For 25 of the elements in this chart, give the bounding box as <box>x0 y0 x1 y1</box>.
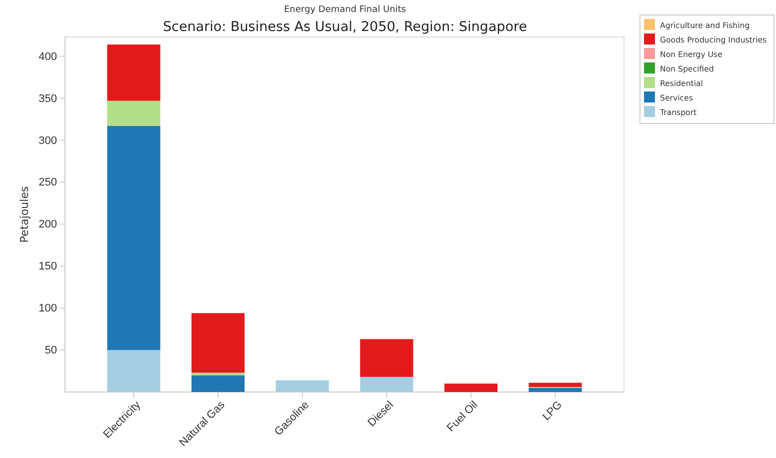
chart-subtitle: Scenario: Business As Usual, 2050, Region: Singapore <box>162 19 528 35</box>
y-tick-label: 300 <box>38 134 57 147</box>
y-tick-label: 150 <box>38 260 57 273</box>
bar <box>107 44 160 101</box>
bar <box>107 350 160 392</box>
y-axis-title: Petajoules <box>18 186 31 243</box>
x-tick-label: LPG <box>540 399 565 424</box>
bar <box>107 100 160 126</box>
y-tick-label: 200 <box>38 218 57 231</box>
bar <box>191 375 245 392</box>
y-tick-label: 250 <box>38 176 57 189</box>
y-tick-label: 350 <box>38 92 57 105</box>
y-tick-label: 400 <box>38 50 57 63</box>
bar <box>191 313 245 373</box>
bar <box>191 372 245 376</box>
bar <box>107 126 160 350</box>
y-tick-label: 100 <box>38 302 57 315</box>
y-tick-label: 50 <box>44 344 57 357</box>
bar <box>360 376 414 392</box>
chart-title: Energy Demand Final Units <box>284 5 406 15</box>
bar <box>360 339 414 377</box>
bar <box>528 388 582 392</box>
bar <box>276 380 329 392</box>
bar <box>444 384 498 392</box>
bar <box>528 382 582 387</box>
